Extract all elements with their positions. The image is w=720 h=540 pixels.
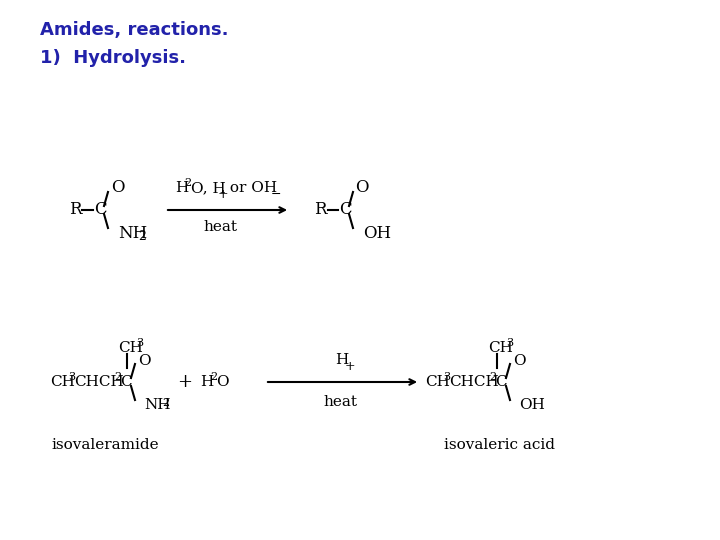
Text: C: C xyxy=(120,375,132,389)
Text: OH: OH xyxy=(519,398,545,412)
Text: H: H xyxy=(335,353,348,367)
Text: CHCH: CHCH xyxy=(74,375,124,389)
Text: 2: 2 xyxy=(138,231,146,244)
Text: 2: 2 xyxy=(114,372,121,382)
Text: 2: 2 xyxy=(184,178,191,188)
Text: 3: 3 xyxy=(443,372,450,382)
Text: +: + xyxy=(345,360,356,373)
Text: R: R xyxy=(314,201,326,219)
Text: heat: heat xyxy=(203,220,237,234)
Text: CH: CH xyxy=(425,375,450,389)
Text: O: O xyxy=(112,179,125,197)
Text: isovaleric acid: isovaleric acid xyxy=(444,438,556,452)
Text: CHCH: CHCH xyxy=(449,375,499,389)
Text: CH: CH xyxy=(118,341,143,355)
Text: +: + xyxy=(178,373,192,391)
Text: Amides, reactions.: Amides, reactions. xyxy=(40,21,228,39)
Text: 2: 2 xyxy=(489,372,496,382)
Text: R: R xyxy=(68,201,81,219)
Text: H: H xyxy=(175,181,188,195)
Text: NH: NH xyxy=(144,398,171,412)
Text: C: C xyxy=(495,375,507,389)
Text: isovaleramide: isovaleramide xyxy=(51,438,159,452)
Text: 3: 3 xyxy=(68,372,75,382)
Text: O, H: O, H xyxy=(191,181,226,195)
Text: O: O xyxy=(138,354,150,368)
Text: 1)  Hydrolysis.: 1) Hydrolysis. xyxy=(40,49,186,67)
Text: OH: OH xyxy=(363,226,391,242)
Text: O: O xyxy=(216,375,229,389)
Text: H: H xyxy=(200,375,213,389)
Text: O: O xyxy=(355,179,369,197)
Text: C: C xyxy=(94,201,107,219)
Text: C: C xyxy=(338,201,351,219)
Text: +: + xyxy=(218,188,229,201)
Text: CH: CH xyxy=(488,341,513,355)
Text: 2: 2 xyxy=(162,398,169,408)
Text: CH: CH xyxy=(50,375,75,389)
Text: 2: 2 xyxy=(210,372,217,382)
Text: O: O xyxy=(513,354,526,368)
Text: heat: heat xyxy=(323,395,357,409)
Text: or OH: or OH xyxy=(225,181,277,195)
Text: −: − xyxy=(271,188,282,201)
Text: 3: 3 xyxy=(506,338,513,348)
Text: NH: NH xyxy=(118,226,148,242)
Text: 3: 3 xyxy=(136,338,143,348)
